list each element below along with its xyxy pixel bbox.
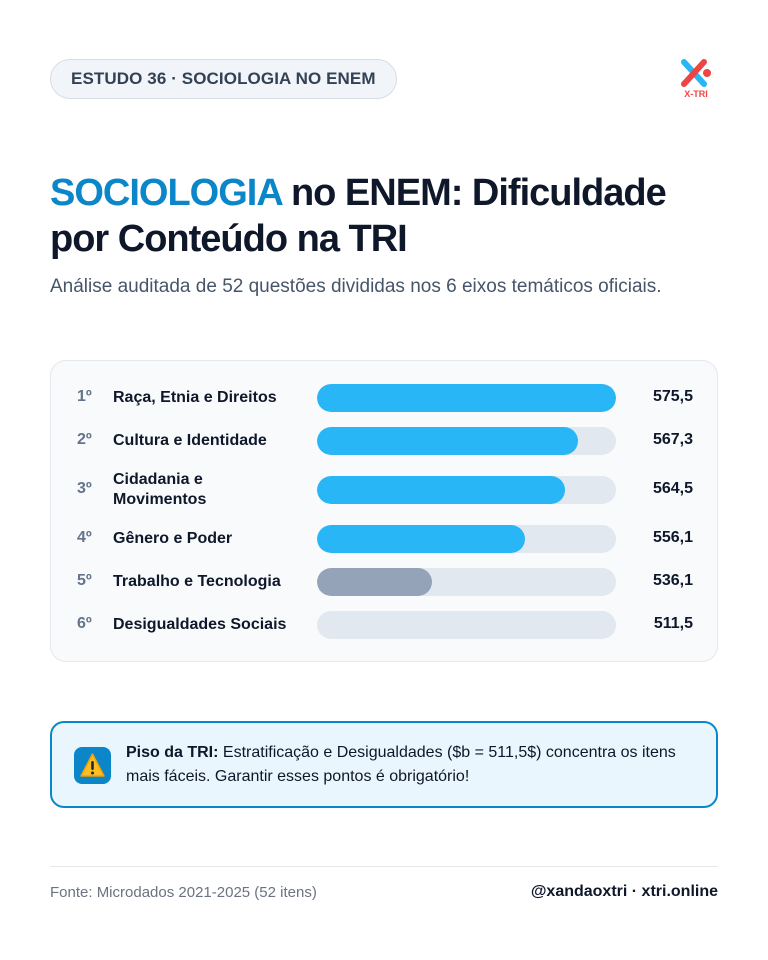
source-note: Fonte: Microdados 2021-2025 (52 itens) — [50, 884, 317, 901]
value-label: 567,3 — [652, 431, 693, 448]
value-label: 536,1 — [652, 572, 693, 589]
bar-fill — [317, 427, 578, 455]
logo-text: X-TRI — [684, 89, 708, 99]
social-handle: @xandaoxtri · xtri.online — [530, 883, 718, 900]
value-label: 556,1 — [652, 529, 693, 546]
rank-label: 5º — [77, 572, 92, 589]
rank-label: 3º — [77, 480, 92, 497]
value-label: 511,5 — [653, 615, 693, 632]
title-accent: SOCIOLOGIA — [50, 172, 282, 214]
rank-label: 2º — [77, 431, 92, 448]
bar-fill — [317, 476, 565, 504]
bar-track — [317, 611, 616, 639]
category-label: Trabalho e Tecnologia — [113, 573, 281, 590]
bar-track — [317, 476, 616, 504]
rank-label: 1º — [77, 388, 92, 405]
category-label: Cidadania e Movimentos — [113, 471, 207, 508]
category-label: Gênero e Poder — [113, 530, 233, 547]
alert-title: Piso da TRI: — [126, 744, 219, 761]
difficulty-chart-card: 1º Raça, Etnia e Direitos 575,5 2º Cultura e… — [50, 360, 718, 662]
category-label: Cultura e Identidade — [113, 432, 267, 449]
category-label: Desigualdades Sociais — [113, 616, 287, 633]
page-title: SOCIOLOGIA no ENEM: Dificuldade por Cont… — [50, 170, 730, 262]
bar-fill — [317, 568, 432, 596]
bar-track — [317, 384, 616, 412]
title-line2: por Conteúdo na TRI — [50, 218, 408, 260]
category-label: Raça, Etnia e Direitos — [113, 389, 277, 406]
subtitle: Análise auditada de 52 questões dividida… — [50, 276, 662, 297]
bar-fill — [317, 525, 526, 553]
rank-label: 4º — [77, 529, 92, 546]
bar-track — [317, 568, 616, 596]
study-badge: ESTUDO 36 · SOCIOLOGIA NO ENEM — [50, 59, 397, 99]
alert-box: Piso da TRI: Estratificação e Desigualda… — [50, 721, 718, 808]
bar-track — [317, 427, 616, 455]
xtri-logo-icon — [681, 59, 711, 87]
alert-text: Piso da TRI: Estratificação e Desigualda… — [126, 741, 696, 789]
warning-icon — [74, 747, 111, 784]
value-label: 575,5 — [652, 388, 693, 405]
value-label: 564,5 — [652, 480, 693, 497]
title-line1: no ENEM: Dificuldade — [281, 172, 667, 214]
alert-body: Estratificação e Desigualdades ($b = 511… — [126, 744, 676, 785]
footer-divider — [50, 866, 718, 867]
rank-label: 6º — [77, 615, 92, 632]
bar-fill — [317, 384, 616, 412]
bar-track — [317, 525, 616, 553]
